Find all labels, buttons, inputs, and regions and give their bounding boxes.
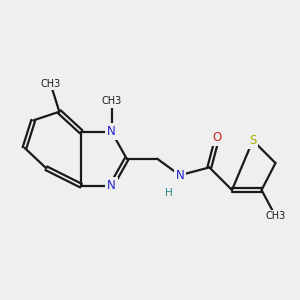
Text: H: H [166,188,173,199]
Text: N: N [107,179,116,192]
Text: CH3: CH3 [40,79,61,89]
Text: O: O [213,131,222,144]
Text: N: N [107,125,116,138]
Text: N: N [176,169,184,182]
Text: S: S [249,134,256,147]
Text: CH3: CH3 [266,211,286,221]
Text: CH3: CH3 [101,96,122,106]
